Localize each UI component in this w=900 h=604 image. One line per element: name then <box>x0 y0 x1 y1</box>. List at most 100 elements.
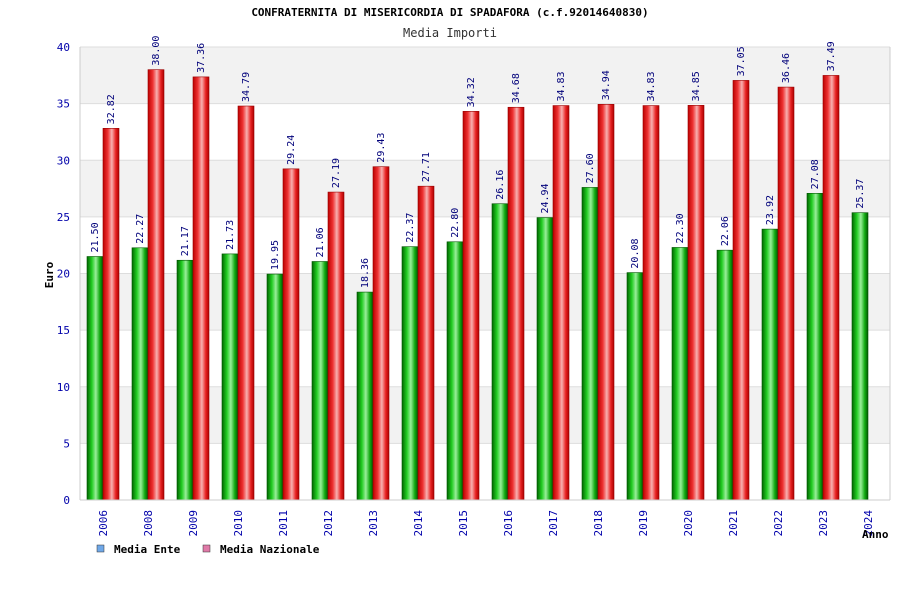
x-axis-label: Anno <box>862 528 889 541</box>
legend-label-media-nazionale: Media Nazionale <box>220 543 320 556</box>
x-tick-label: 2012 <box>322 510 335 537</box>
bar-media-nazionale <box>687 105 705 501</box>
bar-media-ente <box>536 217 554 501</box>
bar-media-nazionale <box>777 86 795 501</box>
axes-group: 0 5 10 15 20 25 30 35 40 2006 2008 2009 2010 2011 2012… <box>57 41 891 537</box>
data-label-media-nazionale: 34.83 <box>556 71 567 101</box>
bar-media-ente <box>716 249 734 501</box>
grid-band <box>80 103 890 161</box>
bar-media-nazionale <box>597 104 615 501</box>
data-label-media-ente: 22.30 <box>675 213 686 243</box>
x-tick-label: 2020 <box>682 510 695 537</box>
legend-label-media-ente: Media Ente <box>114 543 181 556</box>
y-axis-label: Euro <box>43 261 56 288</box>
grid-band <box>80 386 890 444</box>
bar-media-nazionale <box>192 76 210 501</box>
x-tick-label: 2017 <box>547 510 560 537</box>
grid-band <box>80 273 890 331</box>
x-tick-label: 2022 <box>772 510 785 537</box>
x-tick-label: 2006 <box>97 510 110 537</box>
bar-media-nazionale <box>822 75 840 501</box>
data-label-media-nazionale: 37.36 <box>196 43 207 73</box>
legend-swatch-media-ente <box>96 544 105 553</box>
data-label-media-ente: 18.36 <box>360 258 371 288</box>
y-tick-label: 15 <box>57 324 70 337</box>
data-label-media-nazionale: 29.24 <box>286 135 297 165</box>
bar-media-nazionale <box>237 105 255 501</box>
data-label-media-nazionale: 27.19 <box>331 158 342 188</box>
data-label-media-ente: 25.37 <box>855 179 866 209</box>
x-tick-label: 2008 <box>142 510 155 537</box>
data-label-media-ente: 27.60 <box>585 153 596 183</box>
data-label-media-nazionale: 34.94 <box>601 70 612 100</box>
bar-media-nazionale <box>417 185 435 501</box>
bar-media-ente <box>266 273 284 501</box>
data-labels-group: 21.50 32.82 22.27 38.00 21.17 37.36 21.73 34.79… <box>90 36 866 289</box>
bar-media-ente <box>626 272 644 501</box>
x-tick-label: 2018 <box>592 510 605 537</box>
x-tick-label: 2014 <box>412 510 425 537</box>
bar-media-nazionale <box>552 105 570 501</box>
bar-media-ente <box>131 247 149 501</box>
data-label-media-ente: 22.80 <box>450 208 461 238</box>
data-label-media-ente: 21.17 <box>180 226 191 256</box>
data-label-media-nazionale: 34.79 <box>241 72 252 102</box>
data-label-media-nazionale: 36.46 <box>781 53 792 83</box>
y-tick-label: 10 <box>57 381 70 394</box>
y-tick-label: 5 <box>63 437 70 450</box>
bar-media-ente <box>761 228 779 501</box>
bar-media-ente <box>851 212 869 501</box>
y-tick-label: 25 <box>57 211 70 224</box>
bar-media-nazionale <box>282 168 300 501</box>
bar-media-nazionale <box>327 191 345 501</box>
data-label-media-ente: 22.27 <box>135 214 146 244</box>
data-label-media-ente: 21.73 <box>225 220 236 250</box>
data-label-media-ente: 20.08 <box>630 238 641 268</box>
data-label-media-nazionale: 32.82 <box>106 94 117 124</box>
bar-media-nazionale <box>147 69 165 501</box>
data-label-media-ente: 19.95 <box>270 240 281 270</box>
x-tick-label: 2021 <box>727 510 740 537</box>
grid-band <box>80 443 890 500</box>
data-label-media-nazionale: 27.71 <box>421 152 432 182</box>
x-tick-label: 2019 <box>637 510 650 537</box>
grid-band <box>80 330 890 387</box>
bar-media-ente <box>671 247 689 501</box>
data-label-media-ente: 21.06 <box>315 227 326 257</box>
bar-media-nazionale <box>732 80 750 501</box>
bar-media-nazionale <box>102 128 120 501</box>
grid-bands <box>80 46 890 501</box>
data-label-media-ente: 22.37 <box>405 213 416 243</box>
bar-media-ente <box>176 259 194 501</box>
data-label-media-ente: 24.94 <box>540 183 551 213</box>
data-label-media-nazionale: 34.85 <box>691 71 702 101</box>
x-tick-label: 2009 <box>187 510 200 537</box>
x-tick-label: 2015 <box>457 510 470 537</box>
bar-media-ente <box>446 241 464 501</box>
data-label-media-ente: 26.16 <box>495 170 506 200</box>
data-label-media-nazionale: 29.43 <box>376 133 387 163</box>
bar-media-nazionale <box>642 105 660 501</box>
x-tick-label: 2013 <box>367 510 380 537</box>
data-label-media-nazionale: 37.49 <box>826 41 837 71</box>
legend: Media Ente Media Nazionale <box>96 543 320 556</box>
data-label-media-nazionale: 37.05 <box>736 46 747 76</box>
bar-media-nazionale <box>372 166 390 501</box>
legend-swatch-media-nazionale <box>202 544 211 553</box>
data-label-media-nazionale: 34.68 <box>511 73 522 103</box>
x-tick-label: 2024 <box>862 510 875 537</box>
bar-media-ente <box>401 246 419 501</box>
data-label-media-nazionale: 38.00 <box>151 36 162 66</box>
bar-media-nazionale <box>462 111 480 501</box>
bar-media-ente <box>311 261 329 501</box>
data-label-media-nazionale: 34.32 <box>466 77 477 107</box>
data-label-media-ente: 27.08 <box>810 159 821 189</box>
y-tick-label: 35 <box>57 98 70 111</box>
x-tick-label: 2010 <box>232 510 245 537</box>
y-tick-label: 30 <box>57 154 70 167</box>
x-tick-label: 2023 <box>817 510 830 537</box>
bar-media-ente <box>806 193 824 501</box>
data-label-media-ente: 22.06 <box>720 216 731 246</box>
